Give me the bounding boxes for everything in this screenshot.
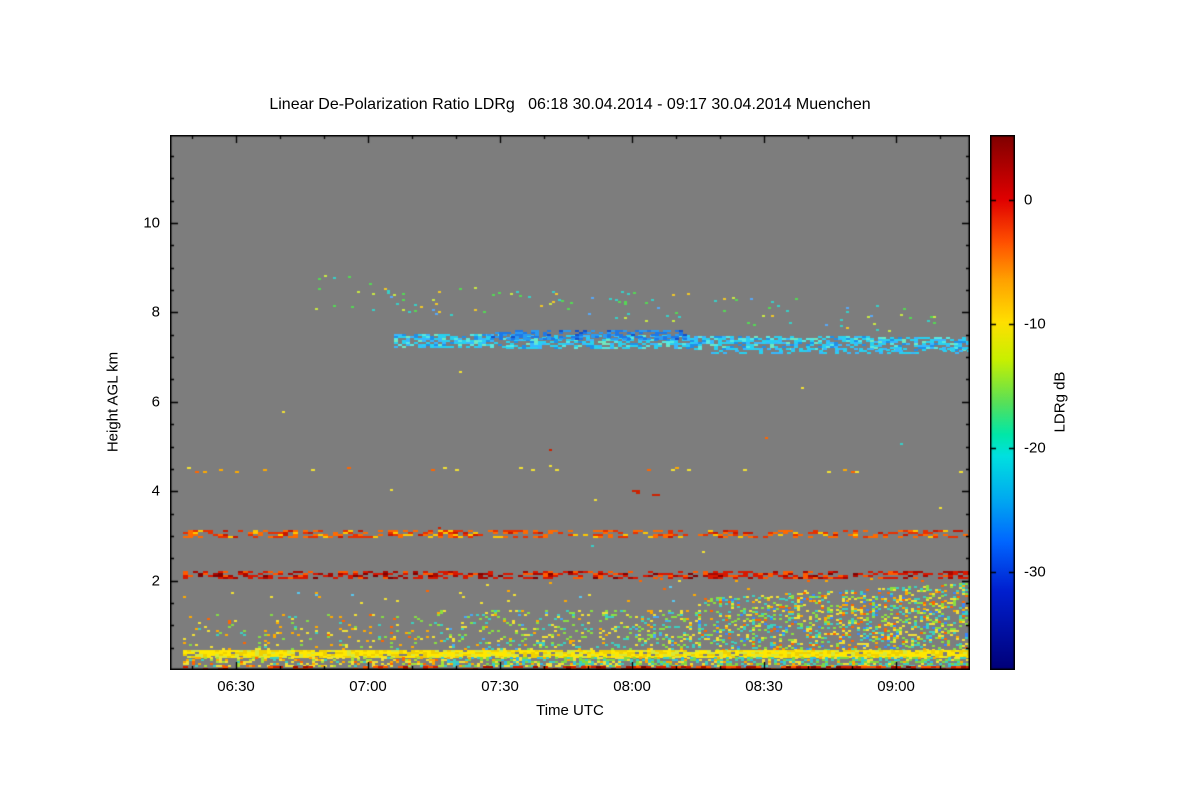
y-tick-label: 8 — [151, 303, 160, 321]
x-tick-label: 06:30 — [217, 678, 255, 695]
heatmap-canvas — [170, 135, 970, 670]
x-tick-label: 07:00 — [349, 678, 387, 695]
y-tick-label: 6 — [151, 393, 160, 411]
y-tick-label: 10 — [143, 214, 160, 232]
x-tick-label: 07:30 — [481, 678, 519, 695]
y-tick-label: 2 — [151, 572, 160, 590]
x-tick-label: 08:30 — [745, 678, 783, 695]
x-tick-label: 09:00 — [877, 678, 915, 695]
plot-area — [170, 135, 970, 670]
colorbar-tick-label: 0 — [1024, 191, 1033, 209]
x-tick-label: 08:00 — [613, 678, 651, 695]
colorbar-label: LDRg dB — [1051, 371, 1069, 433]
chart-title: Linear De-Polarization Ratio LDRg 06:18 … — [269, 96, 871, 113]
colorbar — [990, 135, 1015, 670]
y-axis-label: Height AGL km — [104, 351, 122, 453]
colorbar-gradient-canvas — [990, 135, 1015, 670]
colorbar-tick-label: -30 — [1024, 563, 1046, 581]
colorbar-tick-label: -10 — [1024, 315, 1046, 333]
x-axis-label: Time UTC — [536, 702, 604, 719]
y-tick-label: 4 — [151, 482, 160, 500]
colorbar-tick-label: -20 — [1024, 439, 1046, 457]
